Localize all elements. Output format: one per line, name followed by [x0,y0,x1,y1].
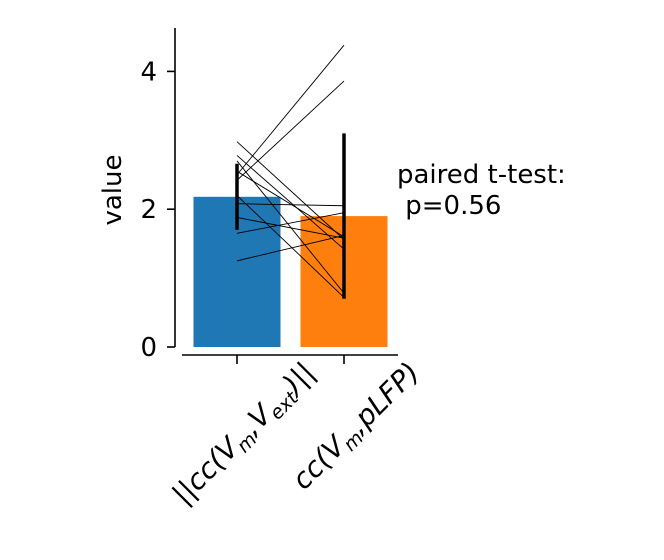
y-tick-label-1: 0 [140,333,157,363]
paired-line-11 [236,234,345,262]
y-axis-label: value [98,154,128,225]
paired-lines-layer [236,44,345,298]
annotation-line-2: p=0.56 [397,191,501,221]
paired-line-6 [236,80,345,181]
annotation-line-1: paired t-test: [397,160,566,190]
paired-line-2 [236,155,345,250]
error-bars-layer [235,133,346,299]
bars-layer [193,196,388,347]
axes-layer: 0 2 4 [140,28,398,364]
paired-line-3 [236,160,345,294]
x-tick-label-1: ||cc(Vm,Vext)|| [166,356,324,514]
paired-line-10 [236,212,345,234]
paired-line-8 [236,203,345,207]
y-tick-label-2: 2 [140,195,157,225]
paired-line-7 [236,195,345,298]
paired-line-1 [236,141,345,240]
paired-line-9 [236,217,345,239]
paired-line-5 [236,44,345,176]
paired-line-4 [236,170,345,238]
y-tick-label-3: 4 [140,57,157,87]
